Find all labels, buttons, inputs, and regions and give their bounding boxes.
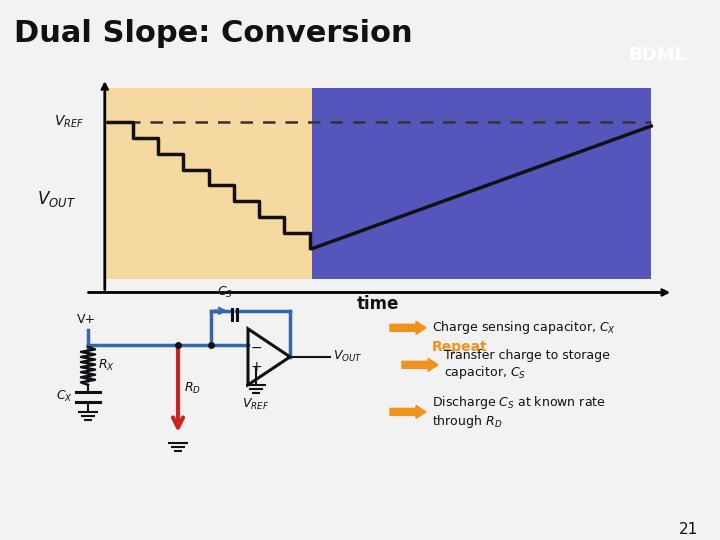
Text: $V_{OUT}$: $V_{OUT}$ [333, 349, 363, 364]
Text: Dual Slope: Conversion: Dual Slope: Conversion [14, 19, 413, 48]
Text: 21: 21 [679, 522, 698, 537]
Text: Transfer charge to storage
capacitor, $C_S$: Transfer charge to storage capacitor, $C… [444, 349, 610, 381]
Bar [105, 88, 312, 279]
Text: $R_D$: $R_D$ [184, 381, 201, 396]
Bar [312, 88, 651, 279]
Text: Discharge $C_S$ at known rate
through $R_D$: Discharge $C_S$ at known rate through $R… [432, 394, 606, 430]
Text: $V_{REF}$: $V_{REF}$ [243, 397, 270, 412]
Text: $C_S$: $C_S$ [217, 285, 233, 300]
Text: $C_X$: $C_X$ [56, 389, 73, 404]
FancyArrow shape [390, 406, 426, 419]
FancyArrow shape [402, 359, 438, 372]
Text: $V_{OUT}$: $V_{OUT}$ [37, 189, 76, 209]
Text: $+$: $+$ [250, 360, 262, 374]
Text: Charge sensing capacitor, $C_X$: Charge sensing capacitor, $C_X$ [432, 319, 616, 336]
Text: Repeat: Repeat [432, 340, 487, 354]
Text: time: time [357, 295, 399, 313]
Text: V+: V+ [76, 313, 96, 326]
Text: $-$: $-$ [250, 340, 262, 354]
Text: BDML: BDML [628, 46, 686, 64]
FancyArrow shape [390, 321, 426, 334]
Text: $R_X$: $R_X$ [98, 359, 115, 373]
Text: $V_{REF}$: $V_{REF}$ [54, 114, 84, 130]
